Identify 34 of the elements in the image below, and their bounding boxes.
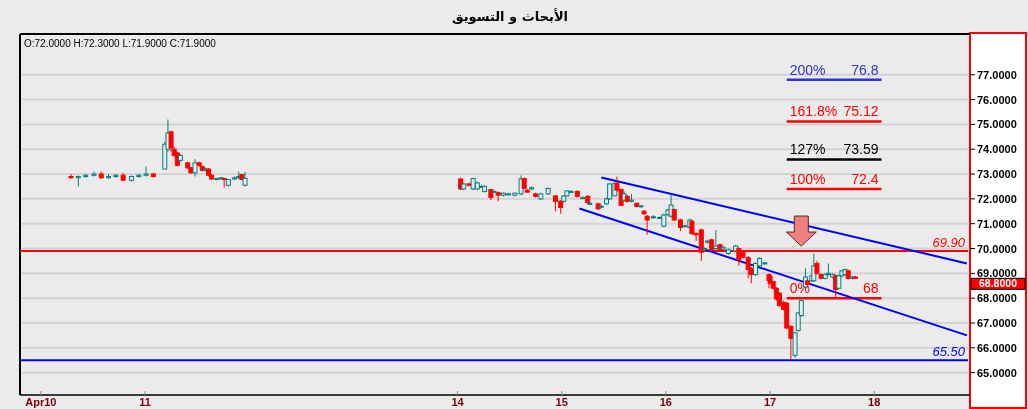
y-tick-label: 66.0000 <box>977 341 1017 354</box>
y-tick-label: 69.0000 <box>977 267 1017 280</box>
series-label: 127% <box>789 141 826 158</box>
y-tick-label: 76.0000 <box>977 93 1017 106</box>
data-label: 68 <box>862 280 879 297</box>
y-tick-label: 77.0000 <box>977 68 1017 81</box>
x-tick-label: 16 <box>659 396 673 408</box>
y-tick-label: 70.0000 <box>977 242 1017 255</box>
data-label: 76.8 <box>851 61 879 78</box>
series-label: 161.8% <box>789 103 838 120</box>
y-tick-label: 71.0000 <box>977 217 1017 230</box>
y-tick-label: 68.0000 <box>977 292 1017 305</box>
x-tick-label: 14 <box>451 396 465 408</box>
ref-line-label: 69.90 <box>932 235 966 250</box>
y-tick-label: 72.0000 <box>977 192 1017 205</box>
y-tick-label: 74.0000 <box>977 143 1017 156</box>
x-tick-label: Apr10 <box>25 396 57 408</box>
ref-line-label: 65.50 <box>932 344 966 360</box>
chart-title: الأبحاث و التسويق <box>451 8 569 24</box>
y-tick-label: 75.0000 <box>977 118 1017 131</box>
series-label: 100% <box>789 170 826 187</box>
series-label: 200% <box>789 61 826 78</box>
data-label: 73.59 <box>843 141 879 158</box>
data-label: 72.4 <box>851 170 879 187</box>
x-tick-label: 17 <box>763 396 777 408</box>
annotation: O:72.0000 H:72.3000 L:71.9000 C:71.9000 <box>24 38 217 49</box>
y-tick-label: 73.0000 <box>977 168 1017 181</box>
text: 68.8000 <box>979 277 1018 290</box>
x-tick-label: 15 <box>555 396 568 408</box>
y-tick-label: 67.0000 <box>977 317 1017 329</box>
x-tick-label: 18 <box>868 396 881 408</box>
y-tick-label: 65.0000 <box>977 366 1017 379</box>
x-tick-label: 11 <box>139 396 151 408</box>
data-label: 75.12 <box>843 103 879 120</box>
